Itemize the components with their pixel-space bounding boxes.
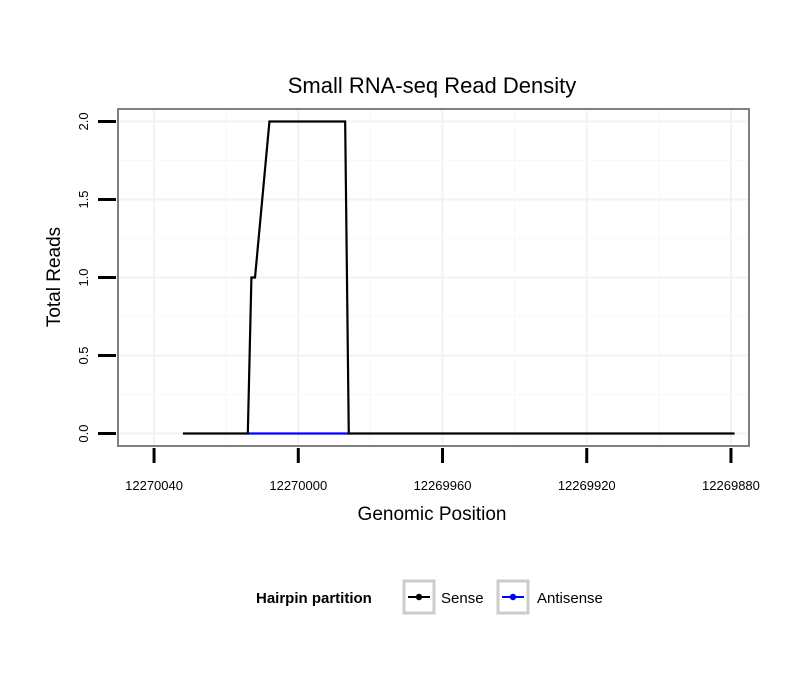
series-layer: [182, 120, 735, 435]
legend: Hairpin partition Sense Antisense: [256, 579, 603, 615]
legend-item-sense: Sense: [402, 579, 484, 615]
legend-label-sense: Sense: [441, 590, 484, 607]
x-tick-label: 12270000: [269, 478, 327, 493]
y-tick-label: 1.5: [76, 190, 91, 208]
y-tick-label: 0.5: [76, 346, 91, 364]
legend-point-antisense: [509, 593, 517, 601]
x-axis-title: Genomic Position: [358, 504, 507, 525]
y-tick-label: 1.0: [76, 268, 91, 286]
y-tick-label: 2.0: [76, 112, 91, 130]
legend-title: Hairpin partition: [256, 590, 372, 607]
y-tick-label: 0.0: [76, 424, 91, 442]
y-axis: 0.0 0.5 1.0 1.5 2.0: [76, 112, 116, 443]
x-tick-label: 12269960: [414, 478, 472, 493]
x-tick-label: 12269920: [558, 478, 616, 493]
plot-panel-border: [117, 108, 750, 447]
legend-label-antisense: Antisense: [537, 590, 603, 607]
legend-item-antisense: Antisense: [496, 579, 603, 615]
x-tick-label: 12269880: [702, 478, 760, 493]
x-axis: 12270040 12270000 12269960 12269920 12269880: [125, 448, 760, 493]
legend-point-sense: [415, 593, 423, 601]
series-line-sense: [182, 120, 735, 435]
grid: [118, 109, 749, 446]
x-tick-label: 12270040: [125, 478, 183, 493]
y-axis-title: Total Reads: [44, 227, 65, 327]
chart-title: Small RNA-seq Read Density: [288, 73, 577, 98]
